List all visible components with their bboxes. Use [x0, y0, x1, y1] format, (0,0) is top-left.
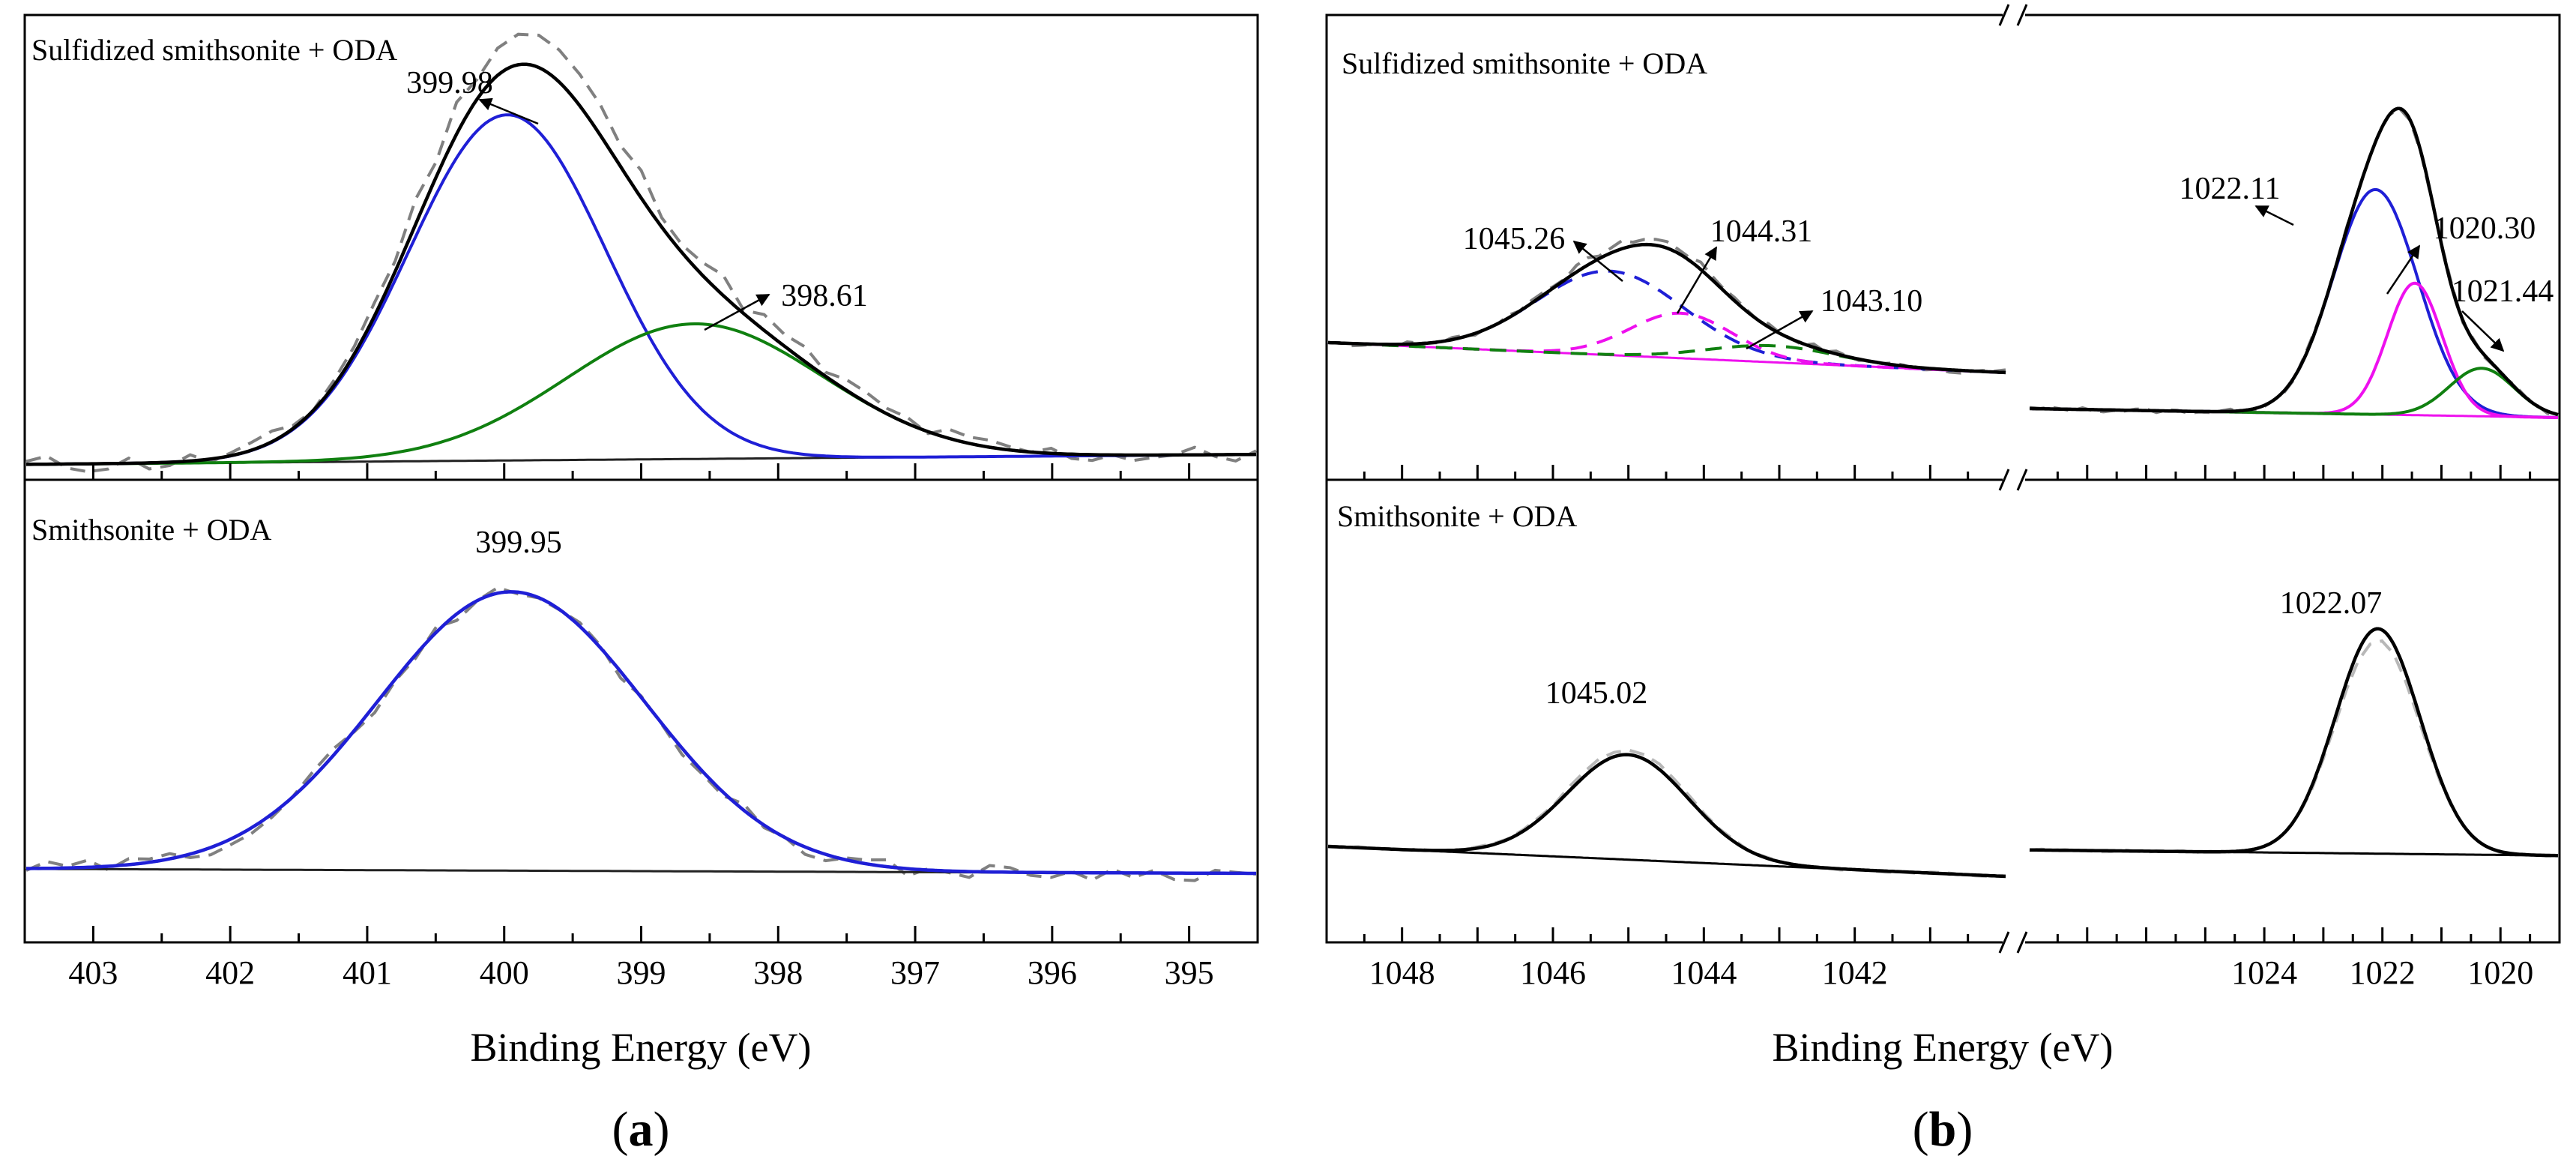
peak-label-1021-44: 1021.44 [2452, 274, 2554, 309]
peak-label-1022-11: 1022.11 [2180, 172, 2281, 206]
panel-a: 403 402 401 400 399 398 397 396 395 Sulfidized s… [23, 13, 1259, 1157]
a-top-component-398-61 [26, 322, 1257, 466]
b-tick-label-1022: 1022 [2350, 954, 2416, 991]
axis-break-marks [1998, 4, 2028, 954]
b-tick-label-1044: 1044 [1671, 954, 1737, 991]
panel-b-ticks: 1048 1046 1044 1042 1024 1022 1020 [1363, 465, 2533, 991]
peak-arrow-1043-10 [1746, 310, 1814, 350]
a-tick-label-402: 402 [205, 954, 255, 991]
panel-b-xlabel: Binding Energy (eV) [1773, 1025, 2114, 1070]
b-tick-label-1024: 1024 [2231, 954, 2297, 991]
curves-b-top [1327, 106, 2559, 419]
a-top-raw-data [25, 32, 1257, 474]
peak-arrow-1045-26 [1572, 240, 1623, 282]
curves-b-bottom [1327, 627, 2559, 879]
a-bottom-component-399-95 [26, 590, 1256, 875]
b-tick-label-1020: 1020 [2467, 954, 2533, 991]
b-top-left-raw-data [1328, 238, 2006, 375]
peak-label-398-61: 398.61 [781, 279, 868, 313]
peak-label-1022-07: 1022.07 [2280, 586, 2383, 621]
b-tick-label-1046: 1046 [1520, 954, 1586, 991]
a-tick-label-398: 398 [753, 954, 803, 991]
b-top-title: Sulfidized smithsonite + ODA [1342, 46, 1707, 80]
b-top-left-envelope [1327, 242, 2006, 375]
panel-a-xlabel: Binding Energy (eV) [471, 1025, 812, 1070]
b-bottom-left-raw-data [1327, 748, 2006, 879]
b-top-right-envelope [2030, 106, 2559, 417]
peak-label-1045-02: 1045.02 [1545, 676, 1648, 711]
a-top-envelope [26, 62, 1257, 466]
peak-arrow-1020-30 [2386, 244, 2421, 295]
b-bottom-left-envelope [1327, 753, 2006, 879]
a-tick-label-395: 395 [1165, 954, 1214, 991]
peak-arrow-399-98 [478, 97, 539, 125]
b-tick-label-1048: 1048 [1369, 954, 1435, 991]
a-bottom-envelope [26, 590, 1256, 876]
peak-label-1045-26: 1045.26 [1463, 222, 1566, 256]
b-bottom-right-envelope [2029, 627, 2558, 858]
curves-a-bottom [25, 586, 1257, 882]
peak-label-399-95: 399.95 [475, 526, 562, 560]
panel-b-sublabel: (b) [1913, 1102, 1973, 1157]
peak-label-1020-30: 1020.30 [2434, 211, 2536, 246]
peak-label-1043-10: 1043.10 [1821, 284, 1923, 319]
peak-arrow-1021-44 [2461, 310, 2505, 352]
peak-arrow-398-61 [704, 293, 770, 331]
panel-a-ticks: 403 402 401 400 399 398 397 396 395 [68, 463, 1214, 991]
panel-a-sublabel: (a) [612, 1102, 670, 1157]
b-bottom-title: Smithsonite + ODA [1337, 499, 1577, 533]
a-bottom-title: Smithsonite + ODA [31, 513, 271, 547]
a-tick-label-396: 396 [1028, 954, 1077, 991]
a-tick-label-400: 400 [480, 954, 529, 991]
panel-b: 1048 1046 1044 1042 1024 1022 1020 Sulfidized … [1325, 4, 2561, 1157]
a-tick-label-397: 397 [890, 954, 940, 991]
peak-arrow-1044-31 [1676, 246, 1718, 314]
a-tick-label-401: 401 [343, 954, 392, 991]
curves-a-top [25, 32, 1257, 474]
a-top-title: Sulfidized smithsonite + ODA [31, 33, 397, 67]
a-tick-label-399: 399 [617, 954, 666, 991]
peak-arrow-1022-11 [2254, 205, 2294, 226]
b-top-left-background [1327, 341, 2006, 374]
peak-label-399-98: 399.98 [406, 66, 493, 100]
a-bottom-raw-data [25, 586, 1257, 882]
a-tick-label-403: 403 [68, 954, 118, 991]
b-tick-label-1042: 1042 [1822, 954, 1888, 991]
a-top-component-399-98 [26, 113, 1257, 466]
peak-label-1044-31: 1044.31 [1710, 214, 1813, 249]
